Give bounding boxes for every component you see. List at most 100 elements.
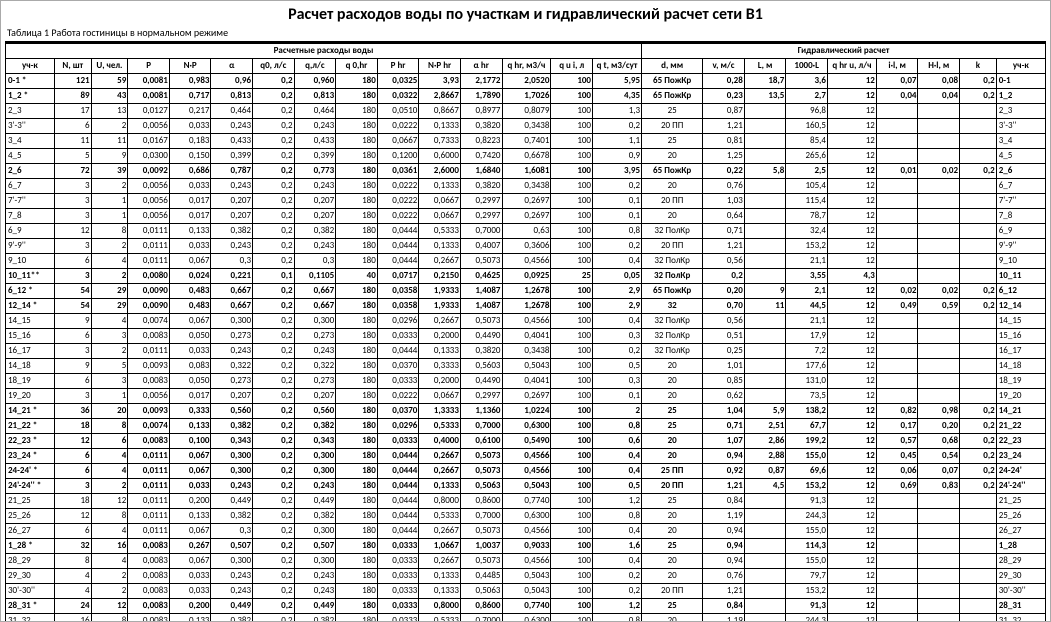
col-header: H·l, м (918, 59, 960, 74)
cell (960, 344, 997, 359)
cell (960, 524, 997, 539)
cell: 0,0074 (128, 419, 170, 434)
cell: 0,2667 (419, 314, 461, 329)
cell: 1,9333 (419, 299, 461, 314)
cell: 0,5073 (460, 464, 502, 479)
cell: 180 (336, 464, 378, 479)
cell: 7_8 (6, 209, 55, 224)
cell: 1,2678 (502, 284, 551, 299)
cell (744, 359, 786, 374)
cell: 12_14 * (6, 299, 55, 314)
cell: 0,560 (211, 404, 253, 419)
cell: 0,0333 (377, 329, 419, 344)
cell: 0,0444 (377, 449, 419, 464)
table-row: 9'-9''320,01110,0330,2430,20,2431800,044… (6, 239, 1046, 254)
cell: 0,983 (169, 74, 211, 89)
cell: 0,033 (169, 479, 211, 494)
table-row: 26_27640,01110,0670,30,20,3001800,04440,… (6, 524, 1046, 539)
cell: 1,7890 (460, 89, 502, 104)
cell: 0,59 (918, 299, 960, 314)
cell: 0,02 (918, 164, 960, 179)
cell: 13,5 (744, 89, 786, 104)
cell: 2 (91, 584, 128, 599)
cell: 31_32 (6, 614, 55, 622)
cell: 0,960 (294, 74, 336, 89)
cell: 0,0444 (377, 509, 419, 524)
cell (918, 344, 960, 359)
cell: 0,5043 (502, 569, 551, 584)
col-header: L, м (744, 59, 786, 74)
cell (876, 119, 918, 134)
cell: 12 (827, 119, 876, 134)
cell: 12 (827, 344, 876, 359)
table-row: 6_7320,00560,0330,2430,20,2431800,02220,… (6, 179, 1046, 194)
cell: 0,0510 (377, 104, 419, 119)
cell: 0,69 (876, 479, 918, 494)
cell: 2_3 (6, 104, 55, 119)
cell: 28_31 (996, 599, 1045, 614)
cell: 180 (336, 449, 378, 464)
cell: 0,0090 (128, 284, 170, 299)
cell: 115,4 (786, 194, 828, 209)
cell: 0,382 (211, 419, 253, 434)
cell: 0,067 (169, 449, 211, 464)
cell (918, 554, 960, 569)
cell: 0,2 (253, 134, 295, 149)
cell: 0,4566 (502, 554, 551, 569)
cell: 0,76 (703, 569, 745, 584)
col-header: N, шт (54, 59, 91, 74)
cell: 6 (54, 254, 91, 269)
cell: 0,6300 (502, 509, 551, 524)
cell (960, 614, 997, 622)
table-row: 4_5590,03000,1500,3990,20,3991800,12000,… (6, 149, 1046, 164)
cell: 0,63 (502, 224, 551, 239)
cell (876, 179, 918, 194)
cell: 0,0444 (377, 479, 419, 494)
cell: 0,0111 (128, 239, 170, 254)
cell: 0,3820 (460, 179, 502, 194)
cell: 0,300 (294, 464, 336, 479)
cell (918, 209, 960, 224)
cell (744, 194, 786, 209)
cell: 0,8600 (460, 599, 502, 614)
cell: 12 (827, 374, 876, 389)
col-header: P (128, 59, 170, 74)
cell: 0,0056 (128, 209, 170, 224)
cell: 0,0667 (419, 389, 461, 404)
cell: 3,93 (419, 74, 461, 89)
cell (918, 599, 960, 614)
cell: 0,4566 (502, 254, 551, 269)
cell: 12 (827, 419, 876, 434)
cell: 0,243 (294, 344, 336, 359)
table-row: 12_14 *54290,00900,4830,6670,20,6671800,… (6, 299, 1046, 314)
cell: 0,04 (876, 89, 918, 104)
cell: 180 (336, 359, 378, 374)
cell: 0,68 (918, 434, 960, 449)
cell: 100 (551, 164, 593, 179)
cell: 0,0111 (128, 524, 170, 539)
cell: 9 (744, 284, 786, 299)
cell: 0,1333 (419, 344, 461, 359)
cell: 18,7 (744, 74, 786, 89)
cell: 0,017 (169, 389, 211, 404)
cell: 0,8 (593, 614, 642, 622)
cell: 0,033 (169, 179, 211, 194)
cell (960, 149, 997, 164)
cell (960, 224, 997, 239)
cell: 7'-7'' (996, 194, 1045, 209)
cell: 0,083 (169, 359, 211, 374)
cell: 0,76 (703, 179, 745, 194)
cell: 0,033 (169, 569, 211, 584)
cell: 0,5 (593, 479, 642, 494)
cell: 6_12 (996, 284, 1045, 299)
cell (876, 209, 918, 224)
cell: 0,243 (211, 344, 253, 359)
cell: 1,6081 (502, 164, 551, 179)
cell: 0,0222 (377, 179, 419, 194)
cell: 0,4 (593, 314, 642, 329)
cell: 0,2 (253, 224, 295, 239)
cell: 0,2 (253, 179, 295, 194)
cell: 100 (551, 389, 593, 404)
cell: 20 ПП (642, 584, 703, 599)
cell: 12 (827, 569, 876, 584)
